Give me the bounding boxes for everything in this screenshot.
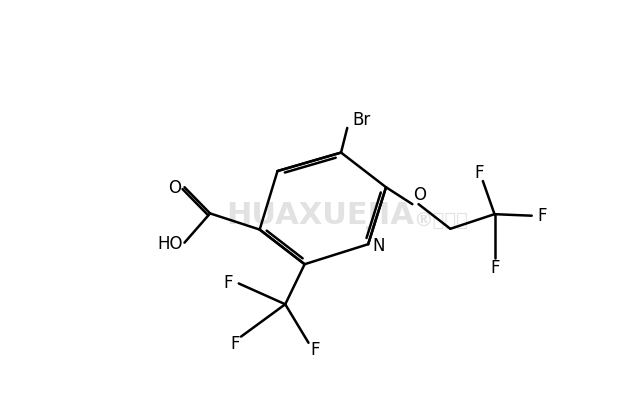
Text: F: F	[223, 274, 233, 292]
Text: F: F	[310, 342, 320, 359]
Text: F: F	[537, 207, 546, 225]
Text: F: F	[230, 335, 240, 353]
Text: HUAXUEJIA: HUAXUEJIA	[226, 201, 414, 230]
Text: ®化学加: ®化学加	[413, 212, 468, 231]
Text: F: F	[491, 259, 500, 277]
Text: F: F	[474, 163, 484, 181]
Text: O: O	[168, 179, 181, 197]
Text: Br: Br	[353, 111, 371, 129]
Text: HO: HO	[158, 235, 183, 253]
Text: N: N	[373, 237, 385, 255]
Text: O: O	[413, 186, 427, 204]
